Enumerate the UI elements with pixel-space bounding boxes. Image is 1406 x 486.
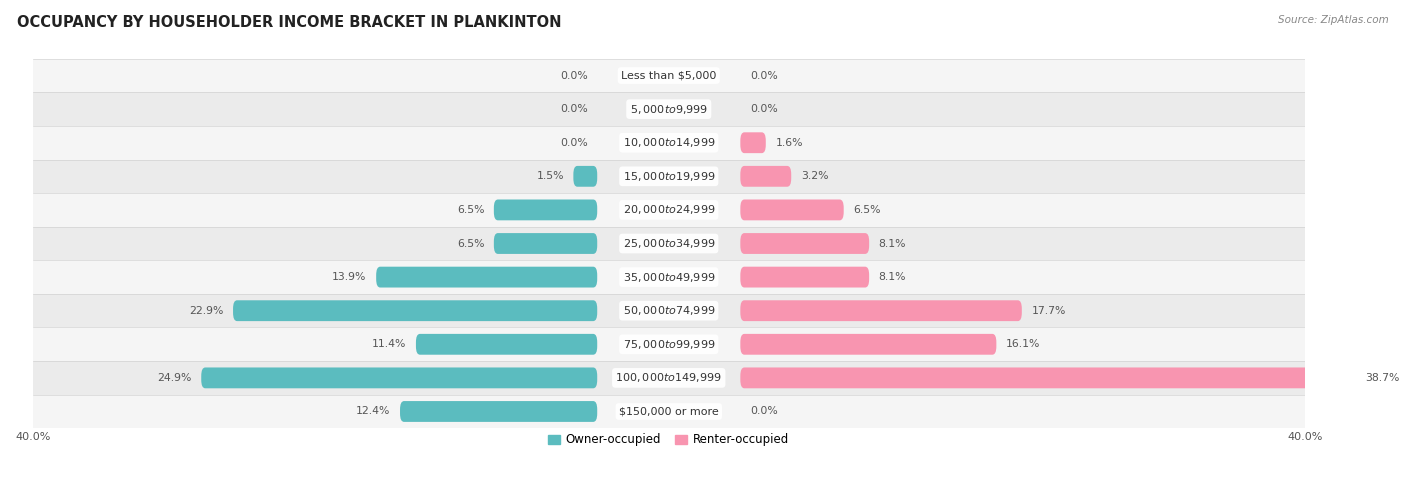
Text: $75,000 to $99,999: $75,000 to $99,999 (623, 338, 716, 351)
Text: 24.9%: 24.9% (157, 373, 191, 383)
FancyBboxPatch shape (741, 334, 997, 355)
Text: OCCUPANCY BY HOUSEHOLDER INCOME BRACKET IN PLANKINTON: OCCUPANCY BY HOUSEHOLDER INCOME BRACKET … (17, 15, 561, 30)
FancyBboxPatch shape (741, 233, 869, 254)
Text: 12.4%: 12.4% (356, 406, 391, 417)
Text: 8.1%: 8.1% (879, 239, 907, 248)
Text: $5,000 to $9,999: $5,000 to $9,999 (630, 103, 709, 116)
Bar (32, 193, 1305, 226)
Text: 3.2%: 3.2% (801, 172, 828, 181)
FancyBboxPatch shape (494, 233, 598, 254)
Bar (32, 294, 1305, 328)
FancyBboxPatch shape (741, 132, 766, 153)
Text: 16.1%: 16.1% (1005, 339, 1040, 349)
Bar (32, 226, 1305, 260)
Text: $35,000 to $49,999: $35,000 to $49,999 (623, 271, 716, 284)
FancyBboxPatch shape (416, 334, 598, 355)
Text: 1.6%: 1.6% (775, 138, 803, 148)
FancyBboxPatch shape (574, 166, 598, 187)
FancyBboxPatch shape (741, 166, 792, 187)
Text: 38.7%: 38.7% (1365, 373, 1399, 383)
FancyBboxPatch shape (233, 300, 598, 321)
Bar (32, 159, 1305, 193)
Text: 1.5%: 1.5% (536, 172, 564, 181)
Text: 13.9%: 13.9% (332, 272, 367, 282)
Text: $10,000 to $14,999: $10,000 to $14,999 (623, 136, 716, 149)
Text: $100,000 to $149,999: $100,000 to $149,999 (616, 371, 723, 384)
Bar (32, 361, 1305, 395)
Text: 0.0%: 0.0% (560, 138, 588, 148)
Text: 6.5%: 6.5% (853, 205, 880, 215)
Text: 6.5%: 6.5% (457, 239, 484, 248)
Legend: Owner-occupied, Renter-occupied: Owner-occupied, Renter-occupied (548, 434, 789, 447)
Bar (32, 328, 1305, 361)
FancyBboxPatch shape (377, 267, 598, 288)
Text: 0.0%: 0.0% (560, 70, 588, 81)
FancyBboxPatch shape (494, 199, 598, 220)
Text: 8.1%: 8.1% (879, 272, 907, 282)
Text: $25,000 to $34,999: $25,000 to $34,999 (623, 237, 716, 250)
Text: $150,000 or more: $150,000 or more (619, 406, 718, 417)
FancyBboxPatch shape (741, 199, 844, 220)
Text: $15,000 to $19,999: $15,000 to $19,999 (623, 170, 716, 183)
Bar (32, 395, 1305, 428)
FancyBboxPatch shape (741, 267, 869, 288)
Bar (32, 126, 1305, 159)
Bar (32, 59, 1305, 92)
FancyBboxPatch shape (401, 401, 598, 422)
Bar (32, 260, 1305, 294)
Text: $20,000 to $24,999: $20,000 to $24,999 (623, 204, 716, 216)
Text: 22.9%: 22.9% (190, 306, 224, 316)
Text: $50,000 to $74,999: $50,000 to $74,999 (623, 304, 716, 317)
FancyBboxPatch shape (741, 300, 1022, 321)
Text: 0.0%: 0.0% (749, 406, 778, 417)
Text: 6.5%: 6.5% (457, 205, 484, 215)
FancyBboxPatch shape (201, 367, 598, 388)
FancyBboxPatch shape (741, 367, 1355, 388)
Text: Less than $5,000: Less than $5,000 (621, 70, 717, 81)
Text: Source: ZipAtlas.com: Source: ZipAtlas.com (1278, 15, 1389, 25)
Text: 17.7%: 17.7% (1032, 306, 1066, 316)
Text: 0.0%: 0.0% (560, 104, 588, 114)
Text: 0.0%: 0.0% (749, 70, 778, 81)
Text: 11.4%: 11.4% (373, 339, 406, 349)
Bar (32, 92, 1305, 126)
Text: 0.0%: 0.0% (749, 104, 778, 114)
